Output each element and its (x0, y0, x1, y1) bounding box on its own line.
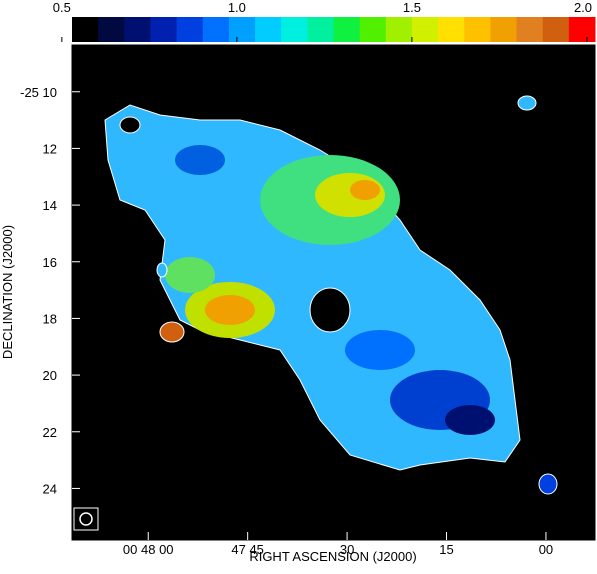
colorbar-step (359, 17, 387, 42)
x-tick-label: 30 (340, 542, 354, 557)
colorbar-step (255, 17, 282, 42)
colorbar-step (72, 17, 99, 42)
y-tick-label: 14 (43, 198, 57, 213)
colorbar-step (150, 17, 178, 42)
colorbar-tick-label: 1.0 (228, 0, 246, 15)
x-tick-label: 00 (539, 542, 553, 557)
x-tick-label: 00 48 00 (123, 542, 174, 557)
y-tick-label: 22 (43, 425, 57, 440)
colorbar-step (438, 17, 465, 42)
y-tick-label: 18 (43, 311, 57, 326)
y-tick-label: 16 (43, 255, 57, 270)
colorbar-step (464, 17, 491, 42)
colorbar-step (307, 17, 334, 42)
colorbar-tick-label: 2.0 (574, 0, 592, 15)
colorbar-step (568, 17, 596, 42)
colorbar-step (411, 17, 439, 42)
colorbar-step (490, 17, 518, 42)
x-axis-label: RIGHT ASCENSION (J2000) (249, 549, 416, 564)
beam (79, 512, 93, 526)
beam-box (73, 507, 99, 531)
colorbar-step (385, 17, 413, 42)
y-tick-label: 20 (43, 368, 57, 383)
y-tick-label: 12 (43, 141, 57, 156)
colorbar-tick-label: 1.5 (403, 0, 421, 15)
x-tick-label: 15 (439, 542, 453, 557)
y-axis-label: DECLINATION (J2000) (0, 225, 15, 359)
colorbar-step (202, 17, 230, 42)
y-tick-label: 24 (43, 481, 57, 496)
colorbar-step (124, 17, 151, 42)
y-tick-label: -25 10 (20, 85, 57, 100)
colorbar-step (281, 17, 308, 42)
plot-frame (71, 44, 596, 541)
colorbar-tick-label: 0.5 (53, 0, 71, 15)
colorbar-step (228, 17, 256, 42)
colorbar-step (516, 17, 544, 42)
colorbar-step (333, 17, 361, 42)
colorbar-step (542, 17, 570, 42)
colorbar-step (176, 17, 204, 42)
x-tick-label: 47 45 (231, 542, 264, 557)
colorbar-step (98, 17, 125, 42)
galaxy-image (104, 95, 558, 495)
